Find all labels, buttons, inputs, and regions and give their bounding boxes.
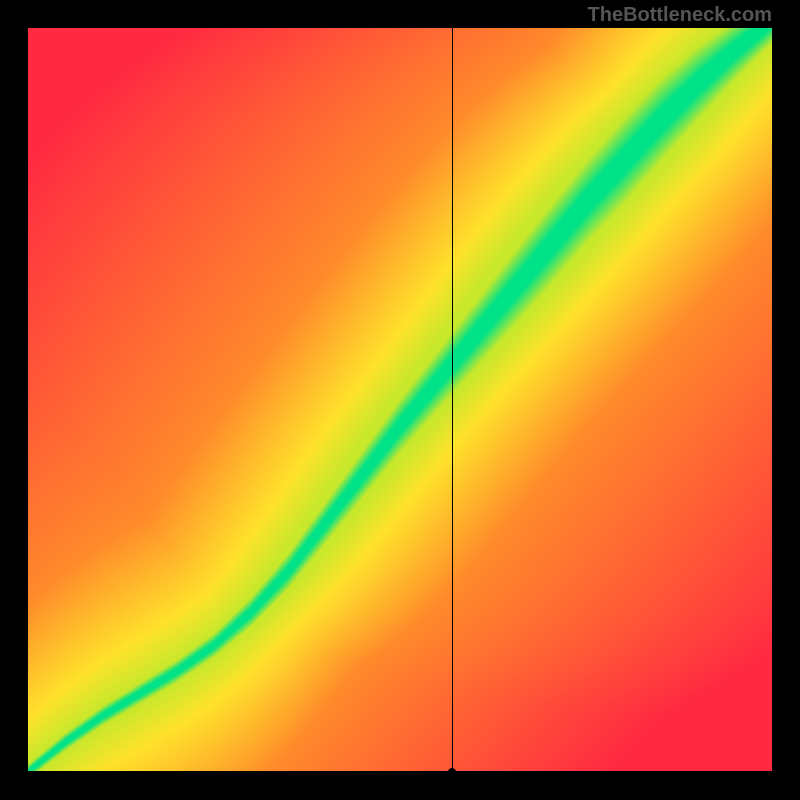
plot-area xyxy=(28,28,772,772)
crosshair-vertical-line xyxy=(452,28,453,772)
attribution-text: TheBottleneck.com xyxy=(588,4,772,27)
heatmap-canvas xyxy=(28,28,772,772)
x-axis-line xyxy=(28,771,772,773)
